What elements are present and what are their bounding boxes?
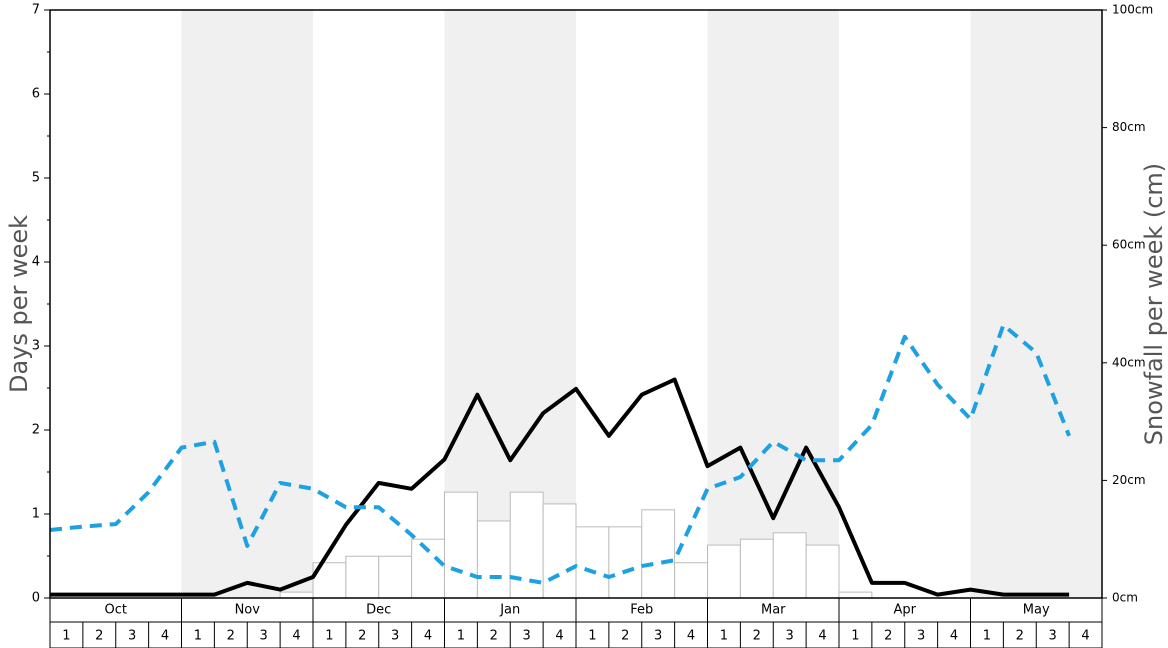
x-tick-label: 3 (260, 629, 268, 644)
snowfall-bar (345, 555, 380, 599)
snowfall-bar (805, 544, 840, 599)
snowfall-bar (279, 591, 314, 599)
month-label: Jan (499, 603, 520, 618)
y2-tick-label: 20cm (1112, 473, 1146, 487)
y2-axis-label: Snowfall per week (cm) (1140, 163, 1168, 445)
y2-tick-label: 100cm (1112, 3, 1153, 17)
month-band (181, 10, 313, 598)
month-label: May (1023, 603, 1050, 618)
snowfall-bar (838, 591, 873, 599)
snowfall-bar (476, 520, 511, 599)
x-tick-label: 4 (555, 629, 563, 644)
x-tick-label: 1 (720, 629, 728, 644)
x-tick-label: 3 (523, 629, 531, 644)
x-tick-label: 2 (95, 629, 103, 644)
snowfall-bar (542, 503, 577, 599)
x-tick-label: 3 (1049, 629, 1057, 644)
snowfall-bar (772, 532, 807, 599)
y2-tick-label: 0cm (1112, 591, 1138, 605)
x-tick-label: 1 (983, 629, 991, 644)
x-tick-label: 2 (1016, 629, 1024, 644)
x-tick-label: 3 (391, 629, 399, 644)
month-label: Apr (894, 603, 917, 618)
y-tick-label: 3 (32, 339, 40, 354)
month-label: Mar (761, 603, 786, 618)
snowfall-bar (378, 555, 413, 599)
x-tick-label: 1 (851, 629, 859, 644)
x-tick-label: 4 (950, 629, 958, 644)
line (50, 377, 1070, 597)
x-tick-label: 1 (457, 629, 465, 644)
x-tick-label: 4 (818, 629, 826, 644)
y-tick-label: 1 (32, 507, 40, 522)
month-label: Nov (235, 603, 261, 618)
month-band (970, 10, 1102, 598)
snowfall-bar (575, 526, 610, 599)
x-tick-label: 3 (654, 629, 662, 644)
x-tick-label: 2 (621, 629, 629, 644)
x-tick-label: 1 (325, 629, 333, 644)
x-tick-label: 1 (194, 629, 202, 644)
y-tick-label: 5 (32, 171, 40, 186)
y2-tick-label: 40cm (1112, 355, 1146, 369)
x-tick-label: 2 (358, 629, 366, 644)
y-tick-label: 4 (32, 255, 40, 270)
x-tick-label: 3 (128, 629, 136, 644)
y2-tick-label: 80cm (1112, 120, 1146, 134)
x-tick-label: 4 (161, 629, 169, 644)
month-label: Feb (630, 603, 653, 618)
snowfall-bar (739, 538, 774, 599)
snowfall-bar (444, 491, 478, 599)
x-tick-label: 2 (753, 629, 761, 644)
y-axis-label: Days per week (5, 215, 33, 393)
x-tick-label: 4 (1081, 629, 1089, 644)
x-tick-label: 4 (292, 629, 300, 644)
x-tick-label: 2 (227, 629, 235, 644)
x-tick-label: 2 (490, 629, 498, 644)
y-tick-label: 0 (32, 591, 40, 606)
x-tick-label: 3 (786, 629, 794, 644)
y-tick-label: 2 (32, 423, 40, 438)
y-tick-label: 7 (32, 3, 40, 18)
x-tick-label: 1 (588, 629, 596, 644)
x-tick-label: 1 (62, 629, 70, 644)
x-tick-label: 3 (917, 629, 925, 644)
x-tick-label: 2 (884, 629, 892, 644)
month-label: Oct (105, 603, 127, 618)
snowfall-bar (707, 544, 741, 599)
x-tick-label: 4 (424, 629, 432, 644)
snowfall-bar (674, 562, 708, 599)
month-band (707, 10, 839, 598)
y2-tick-label: 60cm (1112, 238, 1146, 252)
snowfall-bar (608, 526, 643, 599)
y-tick-label: 6 (32, 87, 40, 102)
x-tick-label: 4 (687, 629, 695, 644)
month-label: Dec (366, 603, 391, 618)
snowfall-bar (641, 509, 676, 599)
